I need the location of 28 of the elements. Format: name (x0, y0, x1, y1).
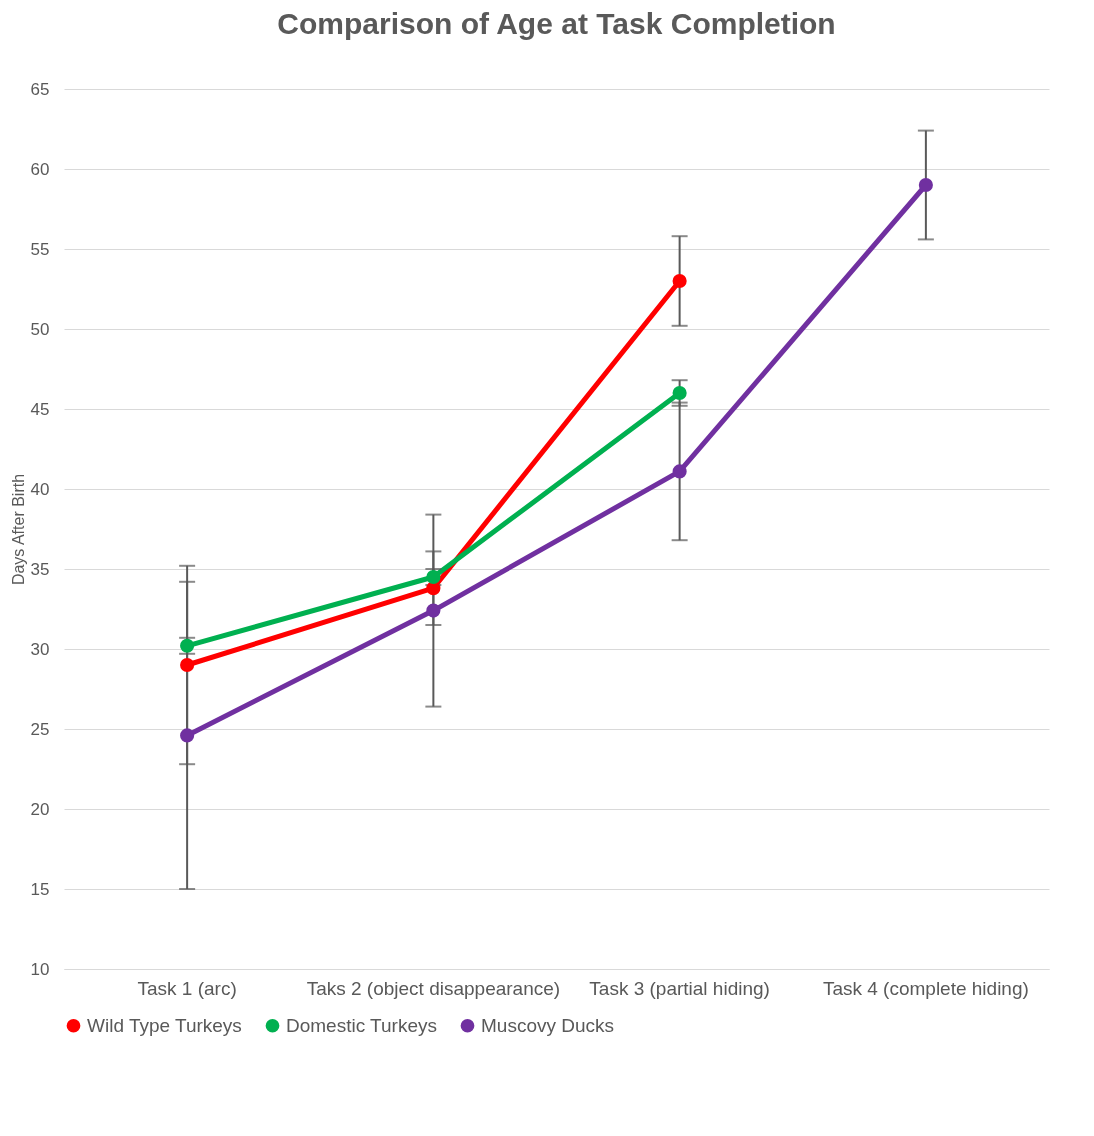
y-tick-label: 60 (30, 159, 50, 179)
x-tick-label: Taks 2 (object disappearance) (306, 977, 561, 999)
y-tick-label: 15 (30, 879, 50, 899)
point (918, 177, 933, 193)
x-tick-label: Task 4 (complete hiding) (822, 977, 1029, 999)
point (672, 273, 687, 289)
y-tick-label: 35 (30, 559, 50, 579)
point (180, 728, 195, 743)
point (426, 603, 441, 618)
legend-label: Wild Type Turkeys (87, 1014, 242, 1036)
y-tick-label: 25 (30, 719, 50, 739)
y-tick-label: 65 (30, 79, 50, 99)
legend-label: Domestic Turkeys (286, 1014, 437, 1036)
point (672, 464, 687, 479)
y-tick-label: 45 (30, 399, 50, 419)
y-tick-label: 55 (30, 239, 50, 259)
y-tick-label: 20 (30, 799, 50, 819)
y-axis-title: Days After Birth (9, 473, 27, 586)
point (180, 657, 195, 673)
y-tick-label: 10 (30, 959, 50, 979)
x-tick-label: Task 1 (arc) (137, 977, 237, 999)
chart-title: Comparison of Age at Task Completion (277, 7, 836, 40)
y-tick-label: 40 (30, 479, 50, 499)
y-tick-label: 50 (30, 319, 50, 339)
legend-label: Muscovy Ducks (481, 1014, 615, 1036)
point (672, 385, 687, 401)
x-tick-label: Task 3 (partial hiding) (589, 977, 770, 999)
y-tick-label: 30 (30, 639, 50, 659)
